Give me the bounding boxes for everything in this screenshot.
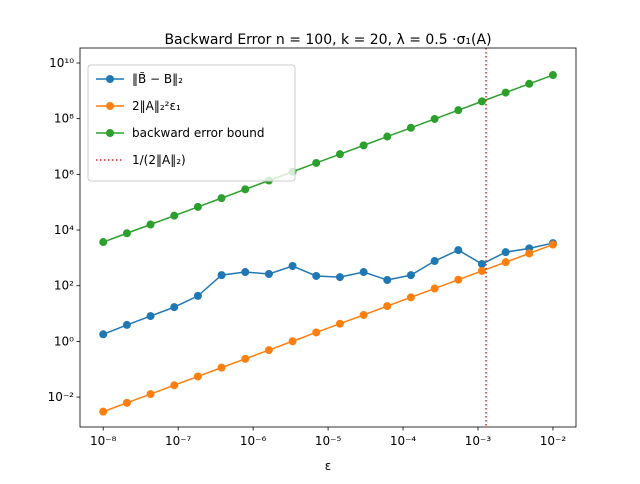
x-tick-label: 10⁻⁵ [315, 434, 342, 448]
legend-label: backward error bound [132, 126, 265, 140]
y-tick-label: 10⁶ [54, 167, 74, 181]
x-axis-label: ε [325, 459, 332, 473]
series-line [102, 242, 554, 335]
series-line [102, 74, 554, 243]
data-point [383, 132, 392, 141]
data-point [406, 271, 415, 280]
data-point [99, 238, 108, 247]
data-point [430, 284, 439, 293]
data-point [359, 141, 368, 150]
plot-frame [79, 47, 577, 428]
data-point [548, 240, 557, 249]
data-point [335, 319, 344, 328]
x-tick-label: 10⁻⁸ [90, 434, 117, 448]
data-point [217, 363, 226, 372]
data-point [501, 88, 510, 97]
x-tick-label: 10⁻² [540, 434, 567, 448]
chart-title: Backward Error n = 100, k = 20, λ = 0.5 … [164, 32, 491, 48]
data-point [122, 320, 131, 329]
data-point [501, 248, 510, 257]
data-point [217, 271, 226, 280]
data-point [99, 407, 108, 416]
data-point [146, 312, 155, 321]
data-point [454, 106, 463, 115]
data-point [501, 258, 510, 267]
y-tick-label: 10⁻² [48, 390, 75, 404]
data-point [430, 257, 439, 266]
data-point [383, 302, 392, 311]
data-point [335, 273, 344, 282]
data-point [264, 270, 273, 279]
data-point [217, 194, 226, 203]
data-point [359, 310, 368, 319]
data-point [241, 354, 250, 363]
data-point [430, 114, 439, 123]
data-point [264, 346, 273, 355]
legend-label: 2‖A‖₂²ε₁ [132, 99, 181, 113]
series-line [102, 243, 554, 413]
y-tick-label: 10⁸ [54, 112, 74, 126]
data-point [241, 185, 250, 194]
legend-marker [106, 75, 114, 83]
y-tick-label: 10⁰ [54, 334, 74, 348]
legend-marker [106, 129, 114, 137]
data-point [335, 150, 344, 159]
legend-label: 1/(2‖A‖₂) [132, 153, 186, 167]
data-point [146, 390, 155, 399]
data-point [99, 330, 108, 339]
y-tick-label: 10² [54, 279, 74, 293]
data-point [454, 275, 463, 284]
data-point [312, 328, 321, 337]
data-point [193, 202, 202, 211]
x-tick-label: 10⁻⁴ [390, 434, 417, 448]
data-point [241, 268, 250, 277]
data-point [170, 211, 179, 220]
x-tick-label: 10⁻⁷ [165, 434, 192, 448]
data-point [525, 79, 534, 88]
data-point [477, 266, 486, 275]
data-point [477, 97, 486, 106]
data-point [122, 398, 131, 407]
data-point [406, 293, 415, 302]
data-point [312, 158, 321, 167]
data-point [525, 249, 534, 258]
data-point [477, 260, 486, 269]
data-point [122, 229, 131, 238]
data-point [548, 71, 557, 80]
x-tick-label: 10⁻⁶ [240, 434, 267, 448]
data-point [193, 372, 202, 381]
y-tick-label: 10⁴ [54, 223, 74, 237]
legend-marker [106, 102, 114, 110]
data-point [454, 246, 463, 255]
data-point [288, 337, 297, 346]
data-point [383, 276, 392, 285]
data-point [170, 381, 179, 390]
data-point [146, 220, 155, 229]
data-point [312, 271, 321, 280]
x-tick-label: 10⁻³ [465, 434, 492, 448]
legend-label: ‖B̃ − B‖₂ [132, 72, 183, 86]
data-point [359, 268, 368, 277]
data-point [406, 123, 415, 132]
legend-box [87, 64, 296, 182]
data-point [193, 291, 202, 300]
data-point [288, 262, 297, 271]
y-tick-label: 10¹⁰ [49, 56, 74, 70]
data-point [170, 303, 179, 312]
